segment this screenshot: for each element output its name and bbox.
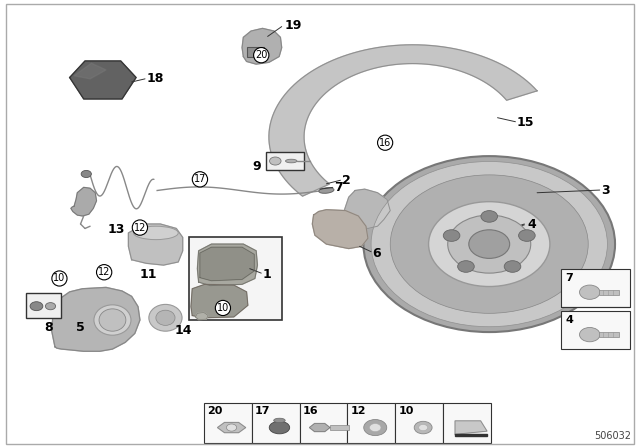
Text: 12: 12 — [134, 223, 146, 233]
Text: 1: 1 — [262, 267, 271, 280]
Bar — [598, 332, 619, 337]
Circle shape — [448, 215, 531, 273]
Text: 17: 17 — [255, 406, 270, 417]
Text: 15: 15 — [516, 116, 534, 129]
Text: 14: 14 — [174, 324, 192, 337]
Circle shape — [81, 170, 92, 177]
Bar — [396, 403, 444, 443]
Text: 6: 6 — [372, 246, 381, 259]
Text: 4: 4 — [527, 217, 536, 231]
Circle shape — [504, 261, 521, 272]
Circle shape — [269, 157, 281, 165]
Circle shape — [364, 156, 615, 332]
Bar — [598, 289, 619, 295]
Ellipse shape — [319, 188, 334, 193]
Polygon shape — [71, 187, 97, 216]
Polygon shape — [310, 423, 330, 431]
Text: 10: 10 — [53, 273, 65, 284]
Text: 18: 18 — [147, 72, 164, 86]
Polygon shape — [269, 45, 537, 196]
Polygon shape — [455, 434, 487, 436]
Ellipse shape — [274, 418, 285, 422]
Circle shape — [227, 424, 237, 431]
Circle shape — [390, 175, 588, 313]
Circle shape — [414, 421, 432, 434]
Circle shape — [364, 419, 387, 435]
Bar — [246, 47, 264, 56]
Circle shape — [580, 327, 600, 342]
Circle shape — [458, 261, 474, 272]
Text: 3: 3 — [601, 184, 610, 197]
Circle shape — [580, 285, 600, 299]
Circle shape — [371, 161, 607, 327]
Polygon shape — [200, 247, 254, 281]
Bar — [444, 403, 491, 443]
Circle shape — [468, 230, 509, 258]
Ellipse shape — [269, 421, 290, 434]
Text: 17: 17 — [194, 174, 206, 184]
Text: 2: 2 — [342, 174, 351, 187]
Polygon shape — [129, 224, 182, 265]
Text: 8: 8 — [44, 321, 52, 334]
Circle shape — [518, 230, 535, 241]
Text: 12: 12 — [351, 406, 366, 417]
Polygon shape — [70, 61, 136, 99]
Bar — [26, 293, 61, 318]
Polygon shape — [52, 288, 140, 351]
Text: 16: 16 — [303, 406, 318, 417]
Polygon shape — [74, 63, 106, 79]
Ellipse shape — [134, 226, 178, 240]
Circle shape — [30, 302, 43, 310]
Text: 16: 16 — [379, 138, 391, 148]
Ellipse shape — [99, 309, 126, 331]
Circle shape — [444, 230, 460, 241]
Polygon shape — [218, 422, 246, 433]
Text: 9: 9 — [253, 160, 261, 173]
Bar — [189, 237, 282, 320]
Bar — [561, 269, 630, 306]
Ellipse shape — [285, 159, 297, 163]
Bar — [561, 311, 630, 349]
Polygon shape — [312, 210, 368, 249]
Ellipse shape — [156, 310, 175, 325]
Circle shape — [481, 211, 497, 222]
Bar — [330, 425, 349, 430]
Polygon shape — [195, 312, 208, 319]
Text: 13: 13 — [108, 223, 125, 236]
Bar — [266, 152, 304, 170]
Ellipse shape — [94, 305, 131, 335]
Polygon shape — [197, 244, 257, 286]
Bar — [348, 403, 396, 443]
Text: 5: 5 — [76, 321, 85, 334]
Polygon shape — [242, 28, 282, 64]
Text: 4: 4 — [565, 315, 573, 325]
Bar — [204, 403, 252, 443]
Text: 20: 20 — [207, 406, 222, 417]
Bar — [300, 403, 348, 443]
Circle shape — [369, 423, 381, 431]
Text: 506032: 506032 — [595, 431, 632, 440]
Text: 19: 19 — [285, 19, 302, 32]
Text: 7: 7 — [334, 181, 343, 194]
Text: 10: 10 — [399, 406, 414, 417]
Circle shape — [429, 202, 550, 287]
Ellipse shape — [149, 304, 182, 331]
Text: 20: 20 — [255, 50, 268, 60]
Polygon shape — [455, 421, 487, 434]
Polygon shape — [191, 284, 248, 318]
Text: 7: 7 — [565, 273, 573, 283]
Bar — [252, 403, 300, 443]
Circle shape — [45, 302, 56, 310]
Polygon shape — [344, 189, 390, 228]
Circle shape — [419, 424, 428, 431]
Text: 12: 12 — [98, 267, 110, 277]
Text: 10: 10 — [217, 303, 229, 313]
Text: 11: 11 — [140, 267, 157, 280]
